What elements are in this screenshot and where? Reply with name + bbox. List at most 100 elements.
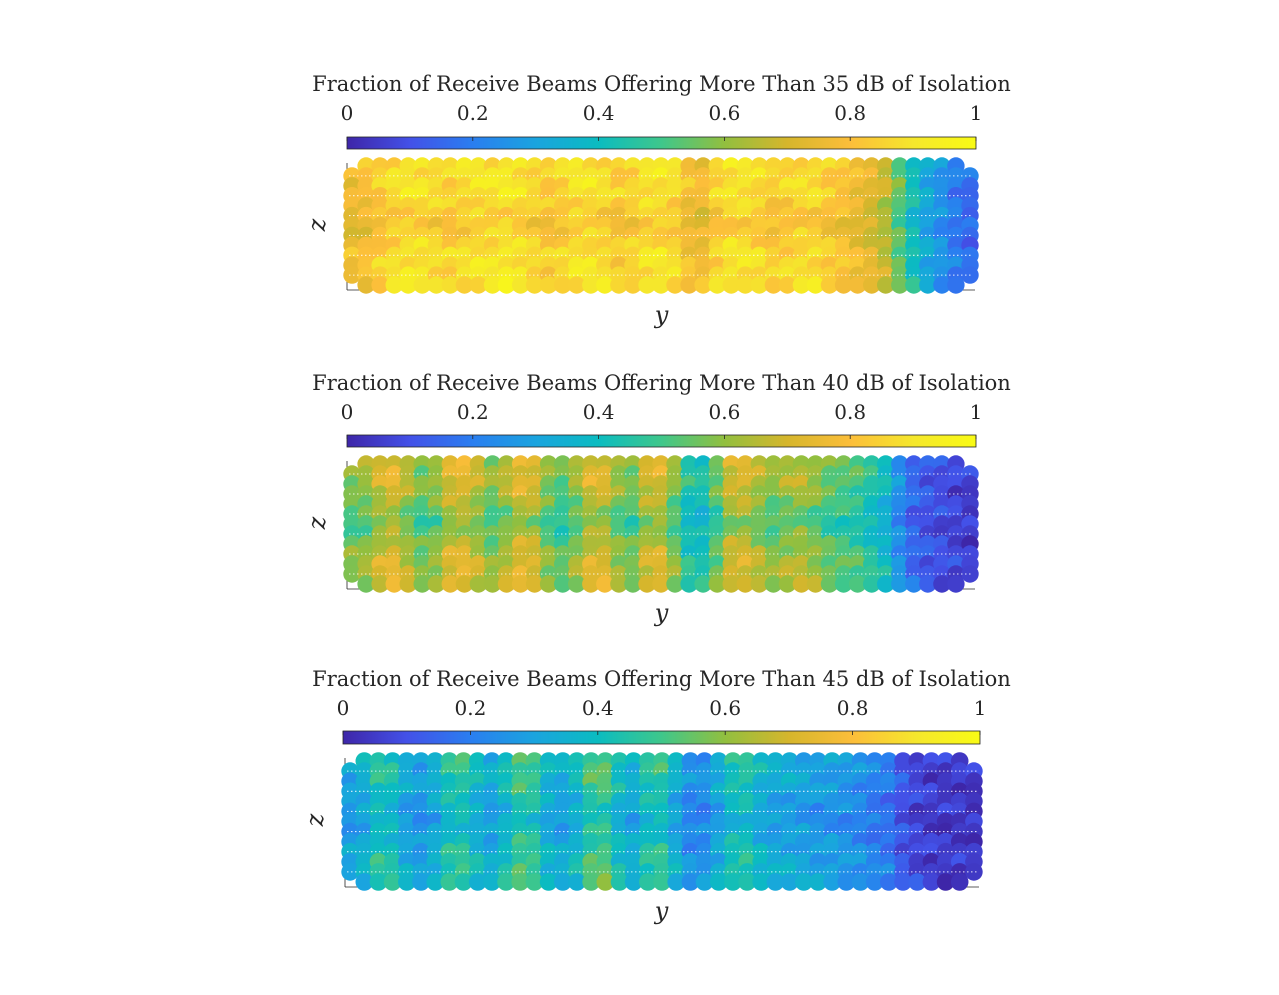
heatmap-cell [908,873,926,891]
heatmap-dots [343,157,979,294]
colorbar-tick-label: 1 [970,101,983,125]
heatmap-cell [792,575,811,593]
chart-title: Fraction of Receive Beams Offering More … [312,371,1011,395]
heatmap-cell [539,575,558,593]
heatmap-cell [848,276,867,294]
heatmap-cell [708,575,726,593]
heatmap-cell [427,276,446,294]
colorbar [342,730,981,745]
heatmap-cell [736,575,755,593]
heatmap-cell [722,276,740,294]
heatmap-cell [369,873,388,891]
chart-panel-1: Fraction of Receive Beams Offering More … [303,72,1011,329]
heatmap-cell [539,873,558,891]
colorbar-tick-label: 1 [970,400,983,424]
heatmap-cell [652,575,670,593]
heatmap-cell [539,276,558,294]
heatmap-cell [441,276,460,294]
colorbar-tick-label: 0.6 [708,400,740,424]
heatmap-cell [596,276,614,294]
heatmap-cell [834,575,853,593]
heatmap-dots [343,455,979,593]
heatmap-cell [806,575,825,593]
heatmap-cell [724,873,742,891]
x-axis-label: y [654,599,669,627]
heatmap-cell [652,276,670,294]
heatmap-cell [666,276,684,294]
heatmap-cell [427,575,446,593]
heatmap-cell [371,575,389,593]
heatmap-cell [947,575,965,593]
heatmap-cell [891,575,909,593]
heatmap-cell [848,575,867,593]
heatmap-cell [780,873,799,891]
heatmap-cell [455,575,474,593]
colorbar-tick-label: 0.4 [583,400,615,424]
heatmap-cell [862,276,881,294]
heatmap-cell [343,266,361,284]
heatmap-cell [694,276,712,294]
heatmap-cell [876,276,895,294]
heatmap-cell [809,873,827,891]
heatmap-cell [750,276,769,294]
heatmap-cell [792,276,811,294]
heatmap-cell [497,276,516,294]
colorbar-tick-label: 0.8 [834,400,866,424]
chart-title: Fraction of Receive Beams Offering More … [312,72,1011,96]
heatmap-cell [750,575,769,593]
element-grid [347,770,977,873]
element-grid [349,473,973,575]
heatmap-cell [596,873,615,891]
heatmap-cell [933,575,951,593]
heatmap-cell [567,276,586,294]
colorbar-tick-label: 0.2 [454,696,486,720]
heatmap-cell [511,873,529,891]
colorbar-tick-label: 0.8 [837,696,869,720]
heatmap-cell [525,575,544,593]
heatmap-cell [610,276,628,294]
heatmap-cell [639,873,657,891]
heatmap-cell [469,575,488,593]
heatmap-cell [413,575,431,593]
heatmap-cell [399,276,417,294]
heatmap-cell [919,276,937,294]
heatmap-cell [680,575,698,593]
heatmap-cell [722,575,740,593]
heatmap-cell [357,276,375,294]
heatmap-cell [823,873,841,891]
heatmap-cell [554,873,572,891]
chart-title: Fraction of Receive Beams Offering More … [312,667,1011,691]
heatmap-cell [454,873,473,891]
heatmap-cell [455,276,474,294]
y-axis-label: z [303,218,331,232]
heatmap-cell [399,575,417,593]
heatmap-cell [965,863,983,881]
heatmap-cell [525,276,544,294]
heatmap-cell [426,873,444,891]
colorbar-tick-label: 0.8 [834,101,866,125]
heatmap-cell [738,873,756,891]
heatmap-cell [511,276,530,294]
colorbar-tick-label: 0.2 [457,101,489,125]
heatmap-cell [851,873,870,891]
heatmap-cell [497,873,515,891]
heatmap-cell [837,873,856,891]
heatmap-cell [666,575,684,593]
heatmap-cell [525,873,544,891]
heatmap-cell [936,873,955,891]
heatmap-cell [820,575,839,593]
heatmap-cell [862,575,881,593]
heatmap-cell [624,575,642,593]
heatmap-cell [385,276,403,294]
y-axis-label: z [301,813,329,827]
heatmap-cell [764,276,783,294]
colorbar-tick-label: 0.6 [708,101,740,125]
heatmap-cell [736,276,755,294]
heatmap-cell [680,276,698,294]
colorbar-tick-label: 0 [341,400,354,424]
heatmap-cell [905,575,923,593]
heatmap-cell [667,873,685,891]
x-axis-label: y [654,301,669,329]
heatmap-cell [638,575,656,593]
heatmap-cell [398,873,416,891]
